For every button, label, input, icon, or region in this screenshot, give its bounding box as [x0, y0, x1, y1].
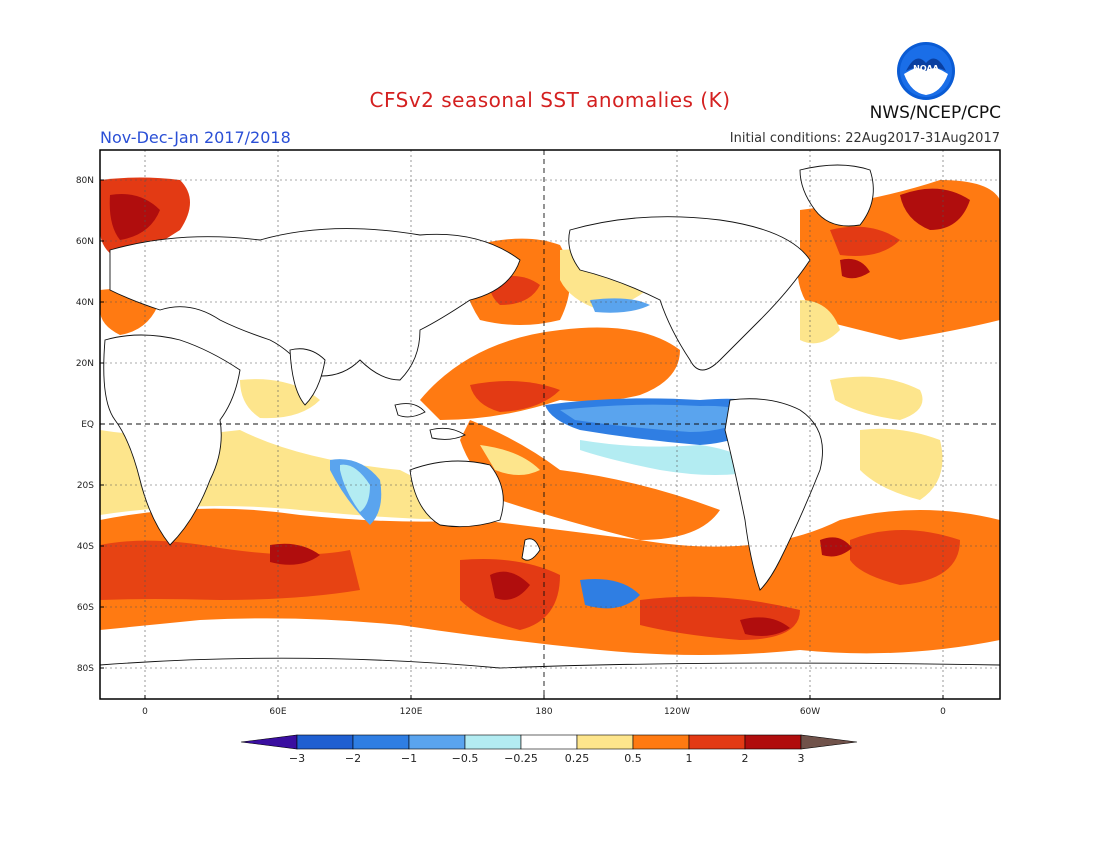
lon-tick-120e: 120E — [400, 707, 423, 717]
colorbar-box — [352, 734, 410, 750]
noaa-logo: NOAA — [897, 42, 955, 100]
colorbar-box — [464, 734, 522, 750]
colorbar-label: −2 — [345, 752, 361, 765]
lat-tick-20s: 20S — [77, 481, 94, 491]
colorbar-arrow-high — [800, 734, 858, 750]
lat-axis: 80N 60N 40N 20N EQ 20S 40S 60S 80S — [76, 176, 94, 674]
lat-tick-eq: EQ — [81, 420, 94, 430]
lon-tick-180: 180 — [535, 707, 552, 717]
lat-tick-40s: 40S — [77, 542, 94, 552]
colorbar-label: −0.5 — [452, 752, 479, 765]
lon-tick-0: 0 — [142, 707, 148, 717]
colorbar-box — [744, 734, 802, 750]
initial-conditions: Initial conditions: 22Aug2017-31Aug2017 — [729, 131, 1000, 146]
colorbar-box — [408, 734, 466, 750]
colorbar-label: 0.5 — [624, 752, 642, 765]
grid-lines — [100, 150, 1000, 699]
lon-tick-0-east: 0 — [940, 707, 946, 717]
lat-tick-60n: 60N — [76, 237, 94, 247]
colorbar-label: −3 — [289, 752, 305, 765]
forecast-period: Nov-Dec-Jan 2017/2018 — [100, 128, 291, 147]
colorbar-label: −1 — [401, 752, 417, 765]
map-area — [100, 150, 1000, 699]
organization-label: NWS/NCEP/CPC — [869, 103, 1001, 123]
colorbar-label: 3 — [798, 752, 805, 765]
colorbar: −3 −2 −1 −0.5 −0.25 0.25 0.5 1 2 3 — [240, 734, 858, 765]
noaa-logo-text: NOAA — [913, 64, 939, 73]
lon-tick-120w: 120W — [664, 707, 690, 717]
colorbar-box — [688, 734, 746, 750]
lat-tick-80n: 80N — [76, 176, 94, 186]
colorbar-label: 1 — [686, 752, 693, 765]
colorbar-arrow-low — [240, 734, 298, 750]
colorbar-label: 0.25 — [565, 752, 590, 765]
lat-tick-20n: 20N — [76, 359, 94, 369]
continents — [100, 164, 1000, 699]
lon-tick-60w: 60W — [800, 707, 820, 717]
colorbar-label: −0.25 — [504, 752, 538, 765]
lat-tick-40n: 40N — [76, 298, 94, 308]
colorbar-box — [520, 734, 578, 750]
colorbar-label: 2 — [742, 752, 749, 765]
colorbar-box — [576, 734, 634, 750]
lat-tick-80s: 80S — [77, 664, 94, 674]
colorbar-box — [296, 734, 354, 750]
chart-title: CFSv2 seasonal SST anomalies (K) — [369, 88, 731, 112]
lon-axis: 0 60E 120E 180 120W 60W 0 — [142, 707, 946, 717]
lon-tick-60e: 60E — [269, 707, 286, 717]
colorbar-box — [632, 734, 690, 750]
lat-tick-60s: 60S — [77, 603, 94, 613]
